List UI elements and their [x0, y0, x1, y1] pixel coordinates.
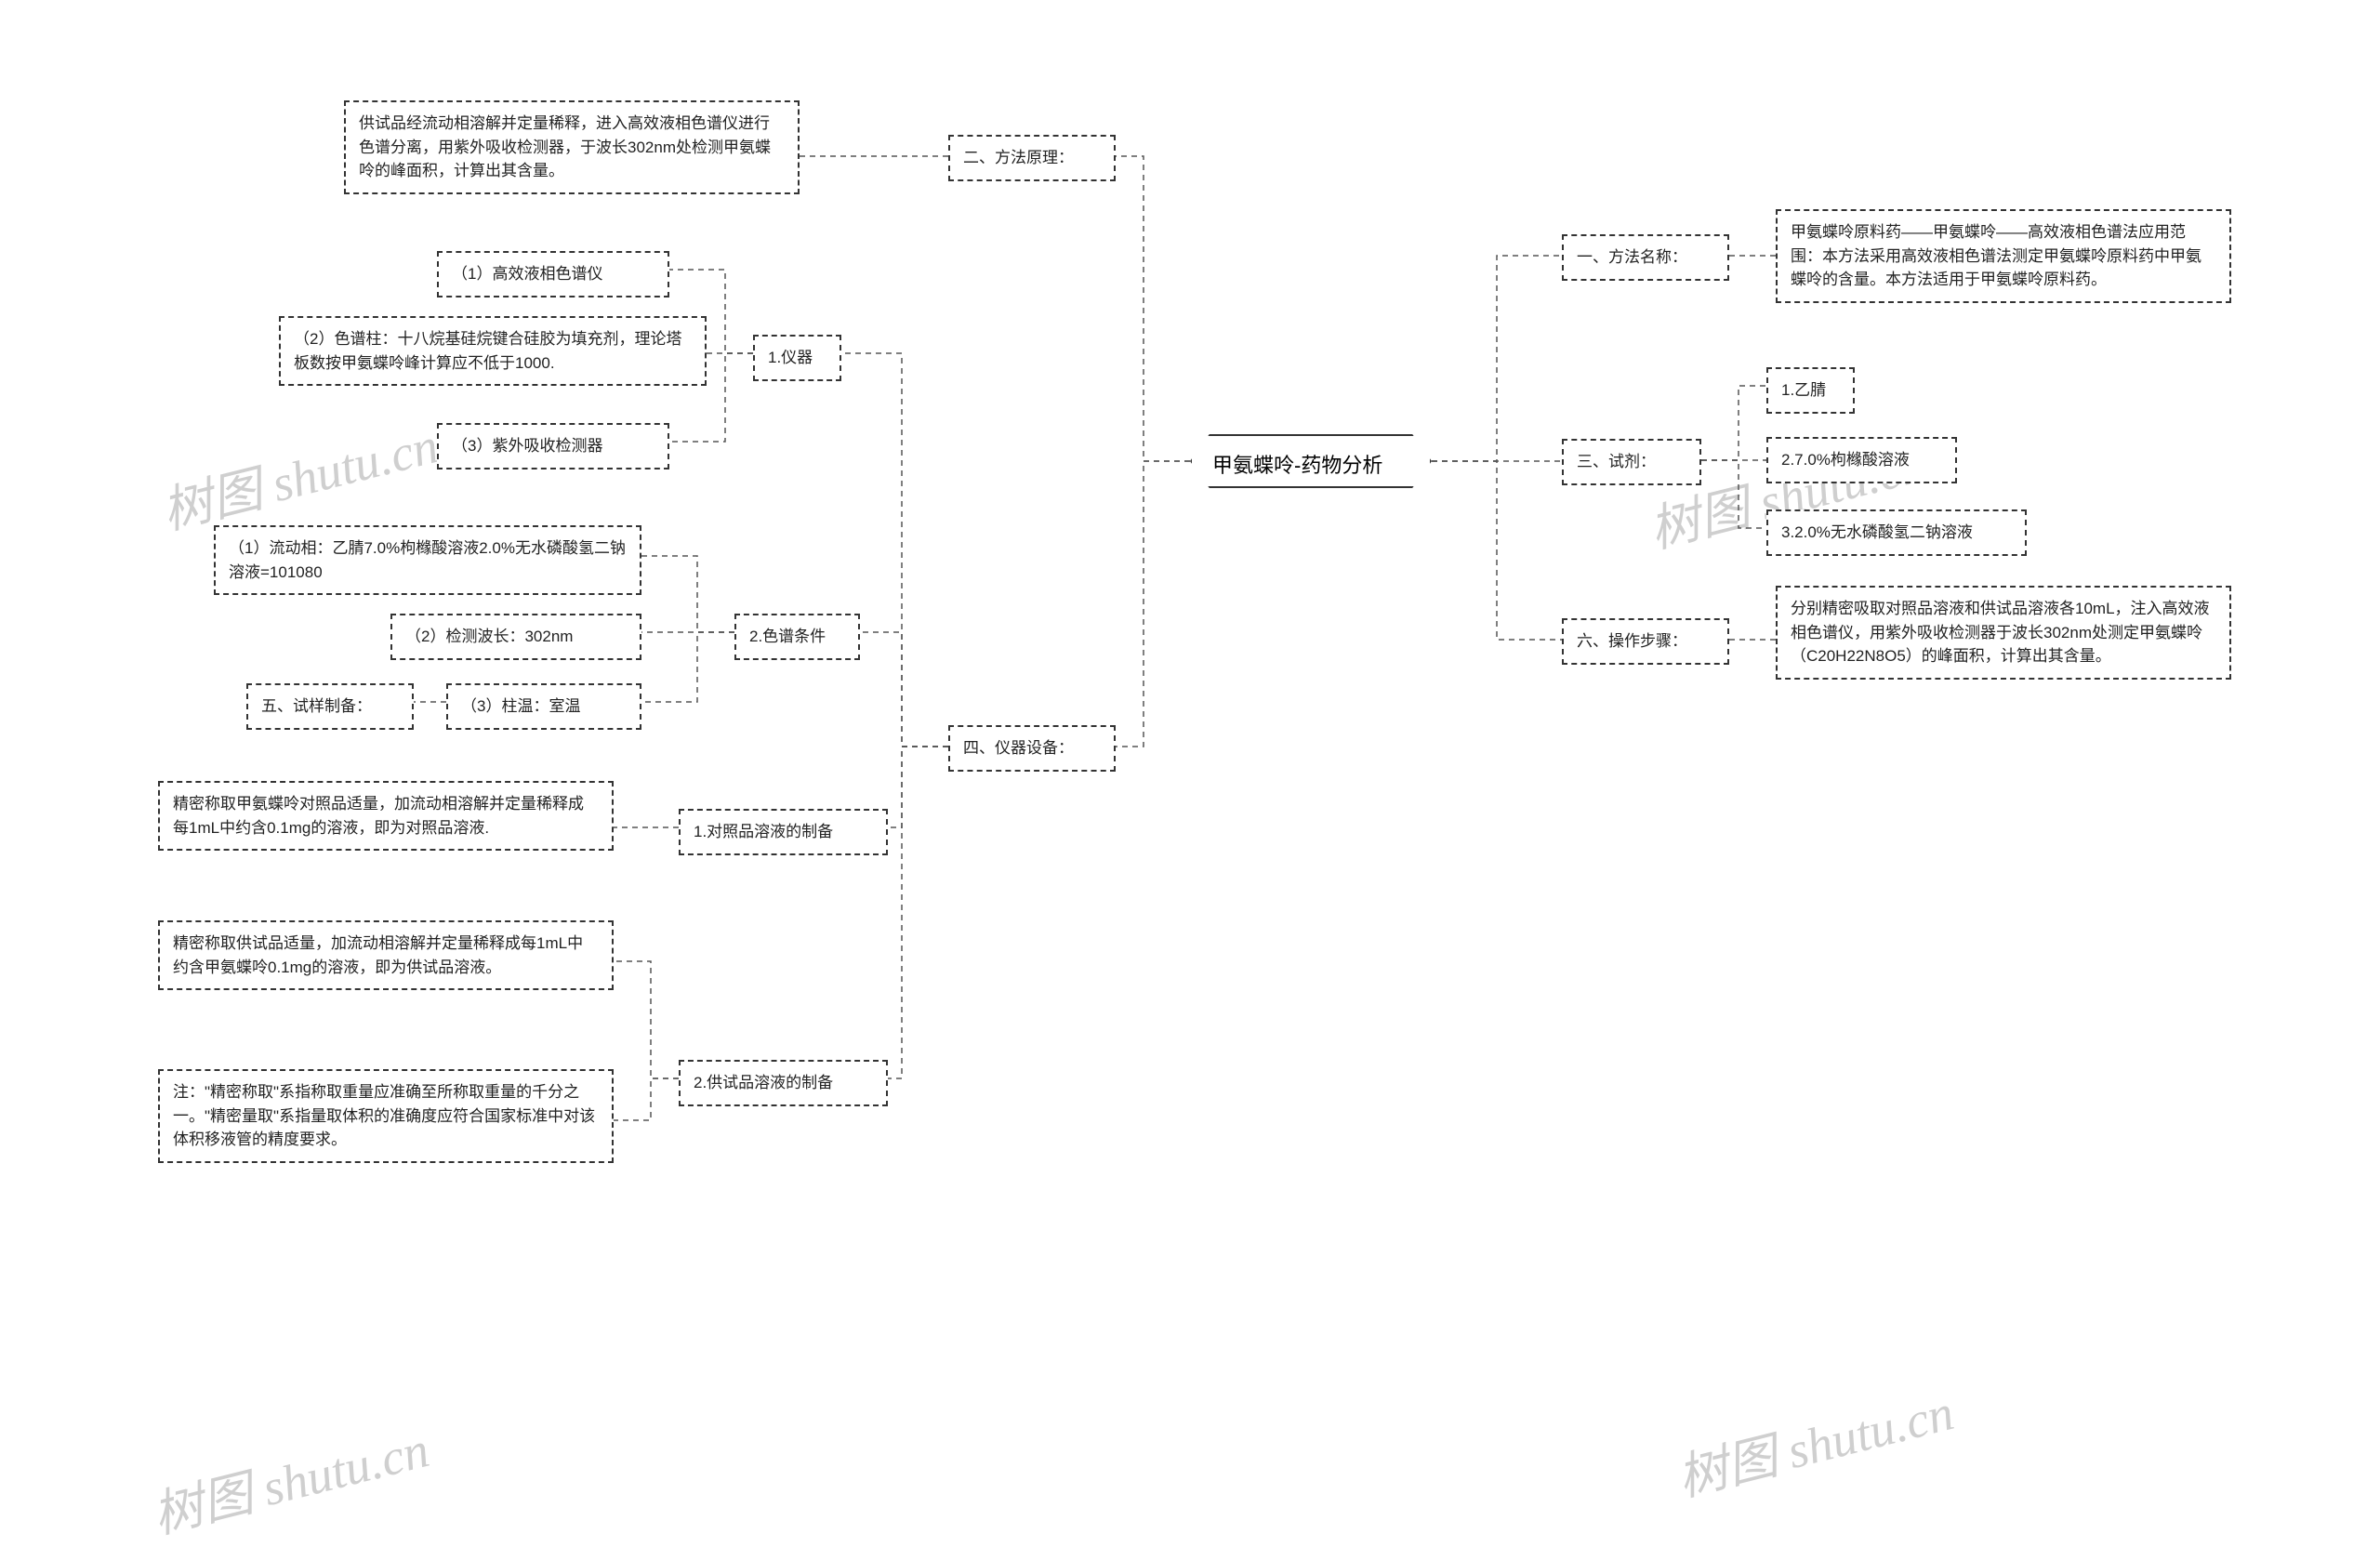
leaf-method-name: 甲氨蝶呤原料药——甲氨蝶呤——高效液相色谱法应用范围：本方法采用高效液相色谱法测…: [1776, 209, 2231, 303]
watermark: 树图 shutu.cn: [153, 404, 444, 544]
leaf-wavelength: （2）检测波长：302nm: [390, 614, 641, 660]
leaf-reagent-1: 1.乙腈: [1766, 367, 1855, 414]
leaf-reagent-3: 3.2.0%无水磷酸氢二钠溶液: [1766, 509, 2027, 556]
leaf-instrument-2: （2）色谱柱：十八烷基硅烷键合硅胶为填充剂，理论塔板数按甲氨蝶呤峰计算应不低于1…: [279, 316, 707, 386]
watermark: 树图 shutu.cn: [144, 1408, 435, 1547]
leaf-mobile-phase: （1）流动相：乙腈7.0%枸橼酸溶液2.0%无水磷酸氢二钠溶液=101080: [214, 525, 641, 595]
leaf-reference-solution: 精密称取甲氨蝶呤对照品适量，加流动相溶解并定量稀释成每1mL中约含0.1mg的溶…: [158, 781, 614, 851]
node-reference-solution: 1.对照品溶液的制备: [679, 809, 888, 855]
leaf-test-solution-note: 注："精密称取"系指称取重量应准确至所称取重量的千分之一。"精密量取"系指量取体…: [158, 1069, 614, 1163]
node-procedure: 六、操作步骤：: [1562, 618, 1729, 665]
node-reagents: 三、试剂：: [1562, 439, 1701, 485]
leaf-principle: 供试品经流动相溶解并定量稀释，进入高效液相色谱仪进行色谱分离，用紫外吸收检测器，…: [344, 100, 800, 194]
node-sample-prep: 五、试样制备：: [246, 683, 414, 730]
node-principle: 二、方法原理：: [948, 135, 1116, 181]
leaf-instrument-1: （1）高效液相色谱仪: [437, 251, 669, 298]
leaf-instrument-3: （3）紫外吸收检测器: [437, 423, 669, 469]
node-instruments: 1.仪器: [753, 335, 841, 381]
node-equipment: 四、仪器设备：: [948, 725, 1116, 772]
mindmap-root: 甲氨蝶呤-药物分析: [1190, 434, 1432, 488]
leaf-procedure: 分别精密吸取对照品溶液和供试品溶液各10mL，注入高效液相色谱仪，用紫外吸收检测…: [1776, 586, 2231, 680]
node-test-solution: 2.供试品溶液的制备: [679, 1060, 888, 1106]
watermark: 树图 shutu.cn: [1669, 1371, 1960, 1511]
leaf-column-temp: （3）柱温：室温: [446, 683, 641, 730]
leaf-reagent-2: 2.7.0%枸橼酸溶液: [1766, 437, 1957, 483]
node-method-name: 一、方法名称：: [1562, 234, 1729, 281]
node-chromatography: 2.色谱条件: [734, 614, 860, 660]
leaf-test-solution-1: 精密称取供试品适量，加流动相溶解并定量稀释成每1mL中约含甲氨蝶呤0.1mg的溶…: [158, 920, 614, 990]
